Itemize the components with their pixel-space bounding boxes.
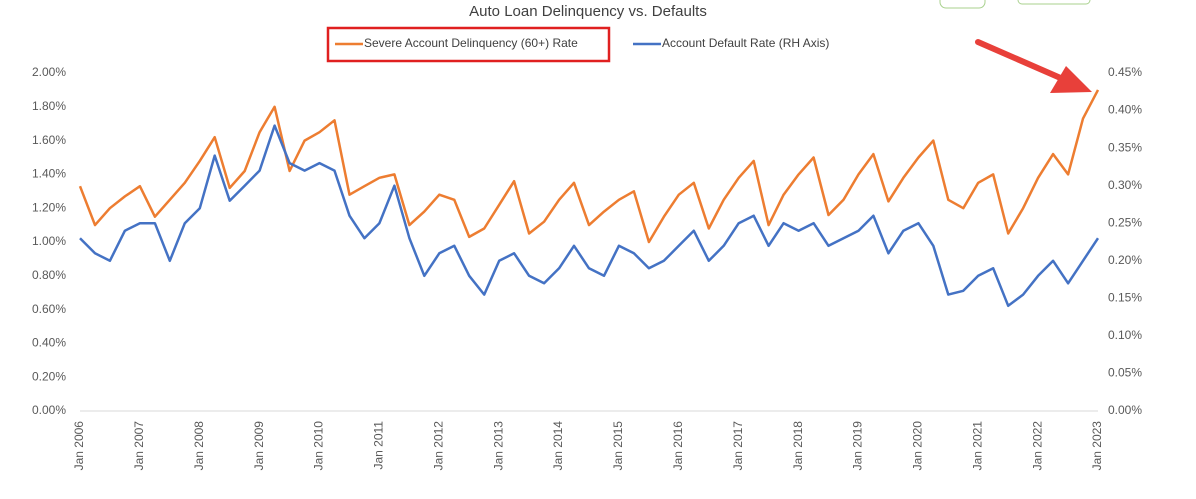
x-tick-label: Jan 2019 <box>851 421 865 471</box>
y-tick-label: 1.00% <box>32 234 66 248</box>
y2-tick-label: 0.10% <box>1108 328 1142 342</box>
y2-tick-label: 0.30% <box>1108 178 1142 192</box>
x-tick-label: Jan 2011 <box>372 421 386 470</box>
x-tick-label: Jan 2017 <box>731 421 745 471</box>
series-line <box>79 124 1100 308</box>
highlight-box <box>326 26 611 63</box>
decor-shape <box>1017 0 1091 5</box>
y2-tick-label: 0.35% <box>1108 140 1142 154</box>
y-tick-label: 2.00% <box>32 65 66 79</box>
y2-tick-label: 0.25% <box>1108 215 1142 229</box>
x-tick-label: Jan 2021 <box>970 421 984 471</box>
y-tick-label: 1.40% <box>32 167 66 181</box>
x-tick-label: Jan 2022 <box>1030 421 1044 471</box>
y-tick-label: 0.00% <box>32 403 66 417</box>
series-line <box>78 89 1100 244</box>
y-tick-label: 0.80% <box>32 268 66 282</box>
y-tick-label: 1.80% <box>32 99 66 113</box>
x-tick-label: Jan 2014 <box>551 421 565 471</box>
x-tick-label: Jan 2023 <box>1090 421 1104 471</box>
legend-label: Severe Account Delinquency (60+) Rate <box>364 36 578 50</box>
annotation-arrowhead <box>1050 66 1092 93</box>
y-tick-label: 1.20% <box>32 200 66 214</box>
decor-shape <box>939 0 986 9</box>
x-tick-label: Jan 2013 <box>491 421 505 471</box>
x-tick-label: Jan 2015 <box>611 421 625 471</box>
y2-tick-label: 0.40% <box>1108 103 1142 117</box>
y2-tick-label: 0.00% <box>1108 403 1142 417</box>
y2-tick-label: 0.15% <box>1108 291 1142 305</box>
x-tick-label: Jan 2010 <box>312 421 326 471</box>
annotation-arrow <box>975 39 1075 86</box>
y-tick-label: 0.20% <box>32 369 66 383</box>
x-tick-label: Jan 2009 <box>252 421 266 471</box>
y2-tick-label: 0.20% <box>1108 253 1142 267</box>
y2-tick-label: 0.45% <box>1108 65 1142 79</box>
legend: Severe Account Delinquency (60+) Rate Acc… <box>335 36 829 50</box>
x-tick-label: Jan 2012 <box>431 421 445 471</box>
x-tick-label: Jan 2007 <box>132 421 146 471</box>
y2-tick-label: 0.05% <box>1108 366 1142 380</box>
x-tick-label: Jan 2020 <box>911 421 925 471</box>
y-tick-label: 1.60% <box>32 133 66 147</box>
legend-label: Account Default Rate (RH Axis) <box>662 36 829 50</box>
x-tick-label: Jan 2016 <box>671 421 685 471</box>
x-tick-label: Jan 2006 <box>72 421 86 471</box>
chart-title: Auto Loan Delinquency vs. Defaults <box>469 3 707 20</box>
y-tick-label: 0.40% <box>32 336 66 350</box>
y-tick-label: 0.60% <box>32 302 66 316</box>
x-tick-label: Jan 2008 <box>192 421 206 471</box>
x-tick-label: Jan 2018 <box>791 421 805 471</box>
